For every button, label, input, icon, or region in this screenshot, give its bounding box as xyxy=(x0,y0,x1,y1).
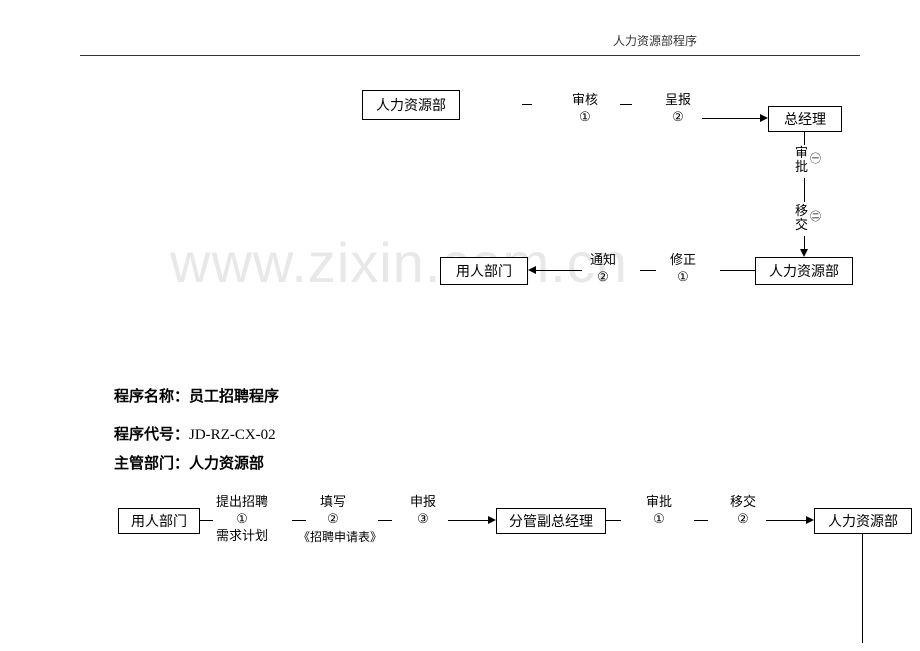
info-name: 程序名称：员工招聘程序 xyxy=(114,385,279,406)
edge-line xyxy=(862,533,863,643)
edge-label-top: 修正 xyxy=(670,252,696,269)
edge-label-top: 审核 xyxy=(572,92,598,109)
edge-label-c2: 批 xyxy=(795,160,808,174)
edge-seg xyxy=(378,520,392,521)
node-label: 用人部门 xyxy=(456,261,512,281)
info-dept: 主管部门：人力资源部 xyxy=(114,452,264,473)
node-label: 用人部门 xyxy=(131,511,187,531)
edge-notify: 通知 ② xyxy=(590,252,616,286)
edge-label-mid: ② xyxy=(320,511,346,528)
edge-transfer2: 移交 ② xyxy=(730,494,756,528)
edge-line xyxy=(766,520,808,521)
node-hr-top: 人力资源部 xyxy=(362,90,460,120)
edge-fill: 填写 ② xyxy=(320,494,346,528)
edge-label-top: 呈报 xyxy=(665,92,691,109)
edge-label-top: 移交 xyxy=(730,494,756,511)
edge-approve-mark: ㊀ xyxy=(810,152,821,166)
header-rule xyxy=(80,55,860,56)
edge-label-top: 通知 xyxy=(590,252,616,269)
edge-line xyxy=(804,131,805,145)
edge-label-bot: ② xyxy=(590,269,616,286)
watermark: www.zixin.com.cn xyxy=(170,230,628,295)
edge-line xyxy=(605,520,621,521)
node-label: 人力资源部 xyxy=(769,261,839,281)
edge-label-mid: ② xyxy=(730,511,756,528)
edge-seg xyxy=(522,104,532,105)
node-vice-gm: 分管副总经理 xyxy=(496,508,606,534)
edge-label-bot: 需求计划 xyxy=(216,528,268,545)
node-label: 分管副总经理 xyxy=(509,511,593,531)
arrow xyxy=(488,516,496,524)
edge-label-c1: 移 xyxy=(795,204,808,218)
info-name-value: 员工招聘程序 xyxy=(189,389,279,405)
edge-report: 申报 ③ xyxy=(410,494,436,528)
edge-label-c1: 审 xyxy=(795,146,808,160)
edge-label-top: 审批 xyxy=(646,494,672,511)
edge-line xyxy=(702,118,762,119)
info-dept-value: 人力资源部 xyxy=(189,456,264,472)
edge-label-bot: ① xyxy=(670,269,696,286)
edge-line xyxy=(199,520,213,521)
edge-seg xyxy=(694,520,708,521)
edge-revise: 修正 ① xyxy=(670,252,696,286)
edge-seg xyxy=(292,520,306,521)
node-hr-right: 人力资源部 xyxy=(755,257,853,285)
edge-line xyxy=(448,520,490,521)
node-hr-2: 人力资源部 xyxy=(814,508,912,534)
edge-submit: 呈报 ② xyxy=(665,92,691,126)
edge-label-mid: ① xyxy=(216,511,268,528)
arrow xyxy=(760,114,768,122)
node-use-dept-2: 用人部门 xyxy=(118,508,200,534)
node-label: 总经理 xyxy=(784,109,826,129)
edge-approve2: 审批 ① xyxy=(646,494,672,528)
edge-fill-bot: 《招聘申请表》 xyxy=(298,530,382,546)
edge-label-bot: ① xyxy=(572,109,598,126)
info-code: 程序代号：JD-RZ-CX-02 xyxy=(114,423,276,444)
arrow xyxy=(806,516,814,524)
edge-transfer-mark: ㊁ xyxy=(810,210,821,224)
edge-label-top: 申报 xyxy=(410,494,436,511)
edge-line xyxy=(804,178,805,202)
edge-label-bot: ② xyxy=(665,109,691,126)
edge-line xyxy=(720,270,755,271)
edge-line xyxy=(536,270,582,271)
node-label: 人力资源部 xyxy=(828,511,898,531)
edge-seg xyxy=(640,270,656,271)
node-use-dept-1: 用人部门 xyxy=(440,257,528,285)
node-label: 人力资源部 xyxy=(376,95,446,115)
edge-seg xyxy=(620,104,632,105)
edge-label-mid: ① xyxy=(646,511,672,528)
info-code-value: JD-RZ-CX-02 xyxy=(189,427,276,443)
edge-propose: 提出招聘 ① 需求计划 xyxy=(216,494,268,545)
edge-transfer-v: 移 交 xyxy=(795,204,808,231)
edge-audit: 审核 ① xyxy=(572,92,598,126)
node-general-manager: 总经理 xyxy=(768,106,842,132)
info-name-label: 程序名称： xyxy=(114,389,189,405)
edge-label-top: 填写 xyxy=(320,494,346,511)
page-header: 人力资源部程序 xyxy=(613,32,697,49)
arrow xyxy=(528,266,536,274)
edge-approve-v: 审 批 xyxy=(795,146,808,173)
edge-label-c2: 交 xyxy=(795,218,808,232)
arrow xyxy=(800,249,808,257)
edge-label-top: 提出招聘 xyxy=(216,494,268,511)
edge-line xyxy=(804,236,805,250)
info-dept-label: 主管部门： xyxy=(114,456,189,472)
info-code-label: 程序代号： xyxy=(114,427,189,443)
edge-label-mid: ③ xyxy=(410,511,436,528)
